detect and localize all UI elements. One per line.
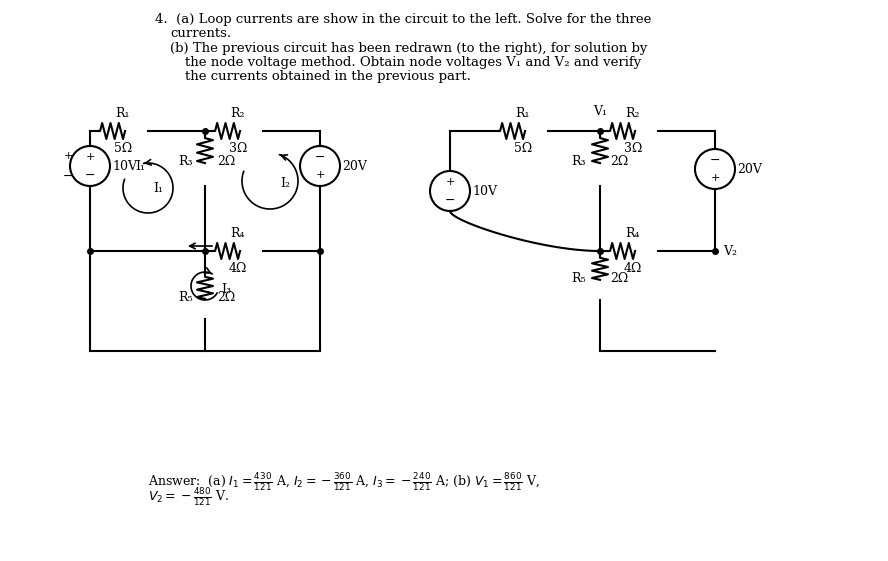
Text: R₁: R₁	[516, 107, 530, 120]
Text: 5Ω: 5Ω	[514, 142, 532, 155]
Text: −: −	[63, 169, 73, 182]
Text: currents.: currents.	[170, 27, 231, 40]
Text: R₅: R₅	[571, 272, 586, 284]
Text: R₃: R₃	[572, 154, 586, 168]
Text: +: +	[445, 177, 455, 187]
Text: R₂: R₂	[626, 107, 640, 120]
Text: 2Ω: 2Ω	[610, 272, 628, 284]
Text: V₁: V₁	[593, 105, 607, 118]
Text: −: −	[710, 154, 720, 167]
Text: 5Ω: 5Ω	[114, 142, 132, 155]
Text: I₁: I₁	[135, 159, 145, 172]
Text: −: −	[445, 194, 456, 206]
Text: 20V: 20V	[342, 159, 367, 172]
Text: −: −	[84, 168, 95, 182]
Text: 4Ω: 4Ω	[623, 262, 642, 275]
Text: R₃: R₃	[178, 154, 193, 168]
Text: Answer:  (a) $I_1 = \frac{430}{121}$ A, $I_2 = -\frac{360}{121}$ A, $I_3 = -\fra: Answer: (a) $I_1 = \frac{430}{121}$ A, $…	[148, 471, 540, 493]
Text: I₃: I₃	[221, 283, 231, 296]
Text: +: +	[315, 170, 325, 180]
Text: (b) The previous circuit has been redrawn (to the right), for solution by: (b) The previous circuit has been redraw…	[170, 42, 647, 55]
Text: R₁: R₁	[115, 107, 131, 120]
Text: 2Ω: 2Ω	[217, 291, 235, 304]
Text: +: +	[710, 173, 719, 183]
Text: 2Ω: 2Ω	[217, 154, 235, 168]
Text: $V_2 = -\frac{480}{121}$ V.: $V_2 = -\frac{480}{121}$ V.	[148, 486, 229, 508]
Text: −: −	[314, 150, 325, 163]
Text: 4.  (a) Loop currents are show in the circuit to the left. Solve for the three: 4. (a) Loop currents are show in the cir…	[155, 13, 652, 26]
Text: 20V: 20V	[737, 163, 762, 176]
Text: 3Ω: 3Ω	[623, 142, 642, 155]
Text: 3Ω: 3Ω	[229, 142, 247, 155]
Text: the node voltage method. Obtain node voltages V₁ and V₂ and verify: the node voltage method. Obtain node vol…	[185, 56, 641, 69]
Text: R₅: R₅	[178, 291, 193, 304]
Text: V₂: V₂	[723, 245, 737, 257]
Text: R₂: R₂	[231, 107, 245, 120]
Text: R₄: R₄	[626, 227, 640, 240]
Text: I₁: I₁	[153, 182, 163, 195]
Text: 10V: 10V	[472, 185, 497, 197]
Text: 4Ω: 4Ω	[229, 262, 247, 275]
Text: 10V: 10V	[112, 159, 137, 172]
Text: I₂: I₂	[280, 177, 290, 190]
Text: +: +	[63, 151, 73, 161]
Text: +: +	[85, 152, 95, 162]
Text: the currents obtained in the previous part.: the currents obtained in the previous pa…	[185, 70, 471, 83]
Text: 2Ω: 2Ω	[610, 154, 628, 168]
Text: R₄: R₄	[231, 227, 245, 240]
